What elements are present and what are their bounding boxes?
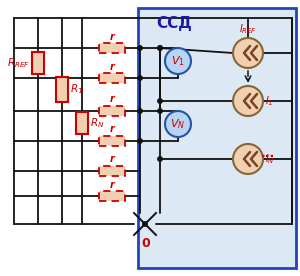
Text: $I_N$: $I_N$ [265,152,275,166]
Text: $I_{REF}$: $I_{REF}$ [239,22,257,36]
Bar [99,43,125,53]
Circle shape [138,46,142,50]
Circle shape [138,139,142,143]
Circle shape [138,109,142,113]
Bar [32,52,44,74]
Text: $R_{REF}$: $R_{REF}$ [7,56,30,70]
Text: $R_1$: $R_1$ [70,83,83,96]
Circle shape [233,144,263,174]
Circle shape [158,46,162,50]
Text: ССД: ССД [156,16,192,31]
Circle shape [165,111,191,137]
Text: r: r [110,94,114,105]
Text: $V_1$: $V_1$ [171,54,185,68]
Circle shape [143,222,147,226]
Text: $I_1$: $I_1$ [265,94,274,108]
Text: $R_N$: $R_N$ [90,116,104,130]
Circle shape [158,46,162,50]
Circle shape [165,48,191,74]
Bar [56,77,68,102]
Circle shape [158,157,162,161]
Bar [99,191,125,201]
Text: r: r [110,62,114,71]
Bar [99,106,125,116]
Bar [138,8,296,268]
Text: r: r [110,31,114,41]
Bar [99,166,125,176]
Circle shape [158,109,162,113]
Text: 0: 0 [142,237,150,250]
Circle shape [158,99,162,103]
Text: ...: ... [261,147,275,160]
Text: r: r [110,124,114,134]
Bar [76,112,88,134]
Bar [99,136,125,146]
Text: r: r [110,155,114,164]
Text: r: r [110,179,114,190]
Circle shape [233,38,263,68]
Bar [99,73,125,83]
Circle shape [138,76,142,80]
Circle shape [233,86,263,116]
Text: $V_N$: $V_N$ [170,117,186,131]
